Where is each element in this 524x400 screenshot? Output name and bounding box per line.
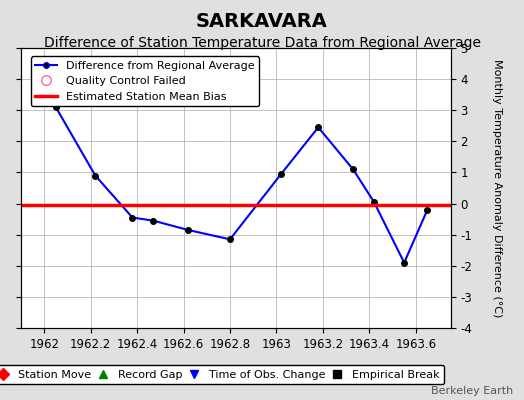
Text: SARKAVARA: SARKAVARA bbox=[196, 12, 328, 31]
Legend: Station Move, Record Gap, Time of Obs. Change, Empirical Break: Station Move, Record Gap, Time of Obs. C… bbox=[0, 365, 444, 384]
Text: Difference of Station Temperature Data from Regional Average: Difference of Station Temperature Data f… bbox=[43, 36, 481, 50]
Y-axis label: Monthly Temperature Anomaly Difference (°C): Monthly Temperature Anomaly Difference (… bbox=[492, 59, 501, 317]
Text: Berkeley Earth: Berkeley Earth bbox=[431, 386, 514, 396]
